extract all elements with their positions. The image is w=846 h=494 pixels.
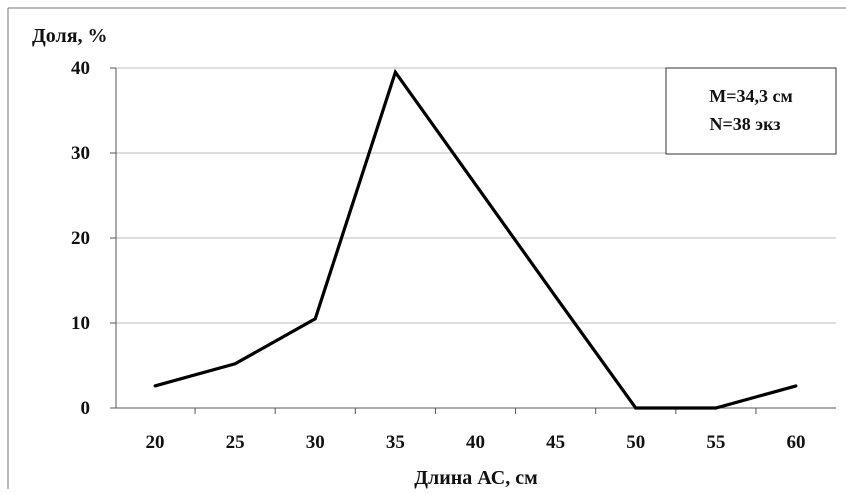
- y-axis-title: Доля, %: [32, 25, 108, 47]
- x-tick-label-50: 50: [626, 432, 645, 453]
- data-point-20: [153, 384, 157, 388]
- annotation-border: [665, 67, 837, 155]
- x-tick-label-40: 40: [466, 432, 485, 453]
- data-point-30: [313, 317, 317, 321]
- y-tick-label-0: 0: [81, 398, 91, 419]
- x-tick-label-60: 60: [787, 432, 806, 453]
- x-tick-label-55: 55: [706, 432, 725, 453]
- x-tick-label-35: 35: [386, 432, 405, 453]
- y-tick-label-10: 10: [71, 313, 90, 334]
- data-point-45: [554, 295, 558, 299]
- x-axis-title: Длина АС, см: [414, 467, 537, 489]
- x-tick-label-30: 30: [306, 432, 325, 453]
- data-point-35: [393, 70, 397, 74]
- x-tick-label-25: 25: [226, 432, 245, 453]
- annotation-box: M=34,3 см N=38 экз: [665, 67, 837, 155]
- series-layer: [153, 68, 798, 410]
- y-tick-label-20: 20: [71, 228, 90, 249]
- y-tick-label-30: 30: [71, 143, 90, 164]
- y-tick-label-40: 40: [71, 58, 90, 79]
- data-point-25: [233, 362, 237, 366]
- data-point-55: [714, 406, 718, 410]
- annotation-mean: M=34,3 см: [709, 86, 793, 106]
- annotation-count: N=38 экз: [710, 114, 781, 134]
- data-point-50: [634, 406, 638, 410]
- x-tick-label-20: 20: [146, 432, 165, 453]
- x-tick-label-45: 45: [546, 432, 565, 453]
- tick-label-layer: 0 10 20 30 40 20 25 30 35 40 45 50 55 60: [71, 58, 806, 453]
- data-point-60: [794, 384, 798, 388]
- data-point-40: [474, 182, 477, 186]
